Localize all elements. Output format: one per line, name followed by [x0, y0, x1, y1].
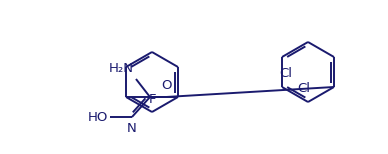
- Text: F: F: [148, 93, 156, 106]
- Text: H₂N: H₂N: [109, 62, 134, 75]
- Text: Cl: Cl: [279, 67, 293, 80]
- Text: Cl: Cl: [298, 82, 310, 95]
- Text: HO: HO: [88, 111, 108, 124]
- Text: O: O: [161, 79, 171, 92]
- Text: N: N: [127, 122, 137, 135]
